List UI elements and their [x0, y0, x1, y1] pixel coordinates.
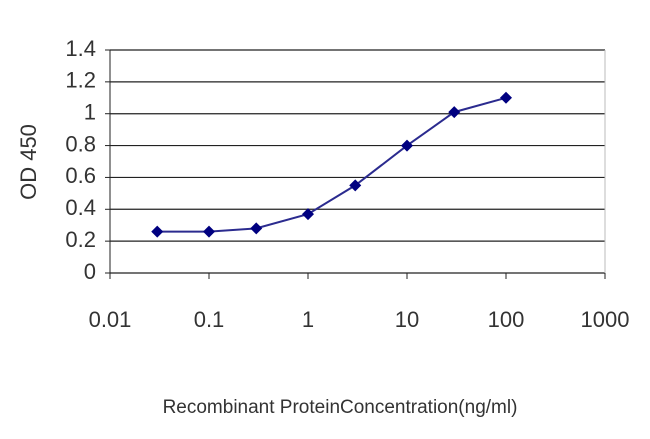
- y-tick-label: 0.4: [65, 195, 96, 220]
- y-tick-label: 0.2: [65, 227, 96, 252]
- x-tick-label: 1: [302, 307, 314, 332]
- y-tick-label: 0.8: [65, 131, 96, 156]
- x-axis-label: Recombinant ProteinConcentration(ng/ml): [163, 397, 518, 418]
- data-line: [157, 96, 507, 233]
- data-marker: [401, 139, 413, 152]
- x-tick-label: 1000: [581, 307, 630, 332]
- y-tick-label: 0.6: [65, 163, 96, 188]
- data-marker: [448, 106, 461, 119]
- x-tick-label: 0.01: [89, 307, 132, 332]
- data-marker: [302, 208, 314, 221]
- data-marker: [250, 222, 263, 235]
- y-tick-label: 0: [84, 259, 96, 284]
- y-tick-label: 1: [84, 100, 96, 125]
- data-marker: [349, 179, 362, 192]
- y-axis-label: OD 450: [16, 124, 41, 200]
- x-tick-label: 0.1: [194, 307, 225, 332]
- data-marker: [151, 225, 164, 238]
- data-marker: [500, 91, 512, 104]
- x-tick-label: 10: [395, 307, 419, 332]
- y-tick-label: 1.2: [65, 68, 96, 93]
- data-marker: [203, 225, 215, 238]
- x-tick-label: 100: [488, 307, 525, 332]
- y-tick-label: 1.4: [65, 36, 96, 61]
